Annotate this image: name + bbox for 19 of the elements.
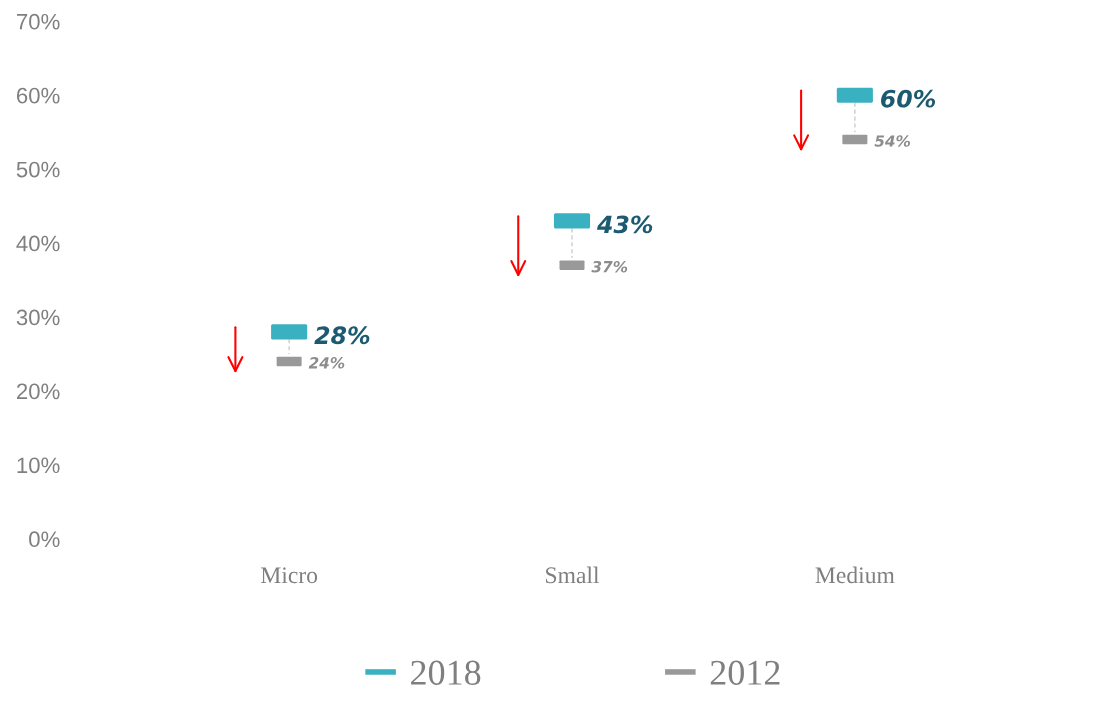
y-tick-label: 0%	[29, 531, 60, 548]
data-label: 43%	[596, 215, 653, 234]
y-tick-label: 60%	[16, 87, 60, 104]
y-tick-label: 30%	[16, 309, 60, 326]
data-label: 24%	[308, 357, 345, 369]
data-label: 37%	[591, 260, 628, 273]
y-tick-label: 70%	[17, 13, 60, 30]
x-tick-label: Micro	[260, 567, 318, 584]
legend-label: 2018	[411, 660, 481, 685]
y-tick-label: 20%	[16, 383, 60, 400]
legend-label: 2012	[710, 660, 780, 685]
y-tick-label: 40%	[16, 235, 60, 252]
x-tick-label: Medium	[815, 566, 895, 584]
data-label: 54%	[874, 135, 911, 147]
y-tick-label: 10%	[17, 457, 60, 474]
x-tick-label: Small	[546, 566, 600, 584]
data-label: 60%	[881, 89, 936, 108]
y-tick-label: 50%	[16, 161, 60, 178]
data-label: 28%	[314, 326, 370, 345]
